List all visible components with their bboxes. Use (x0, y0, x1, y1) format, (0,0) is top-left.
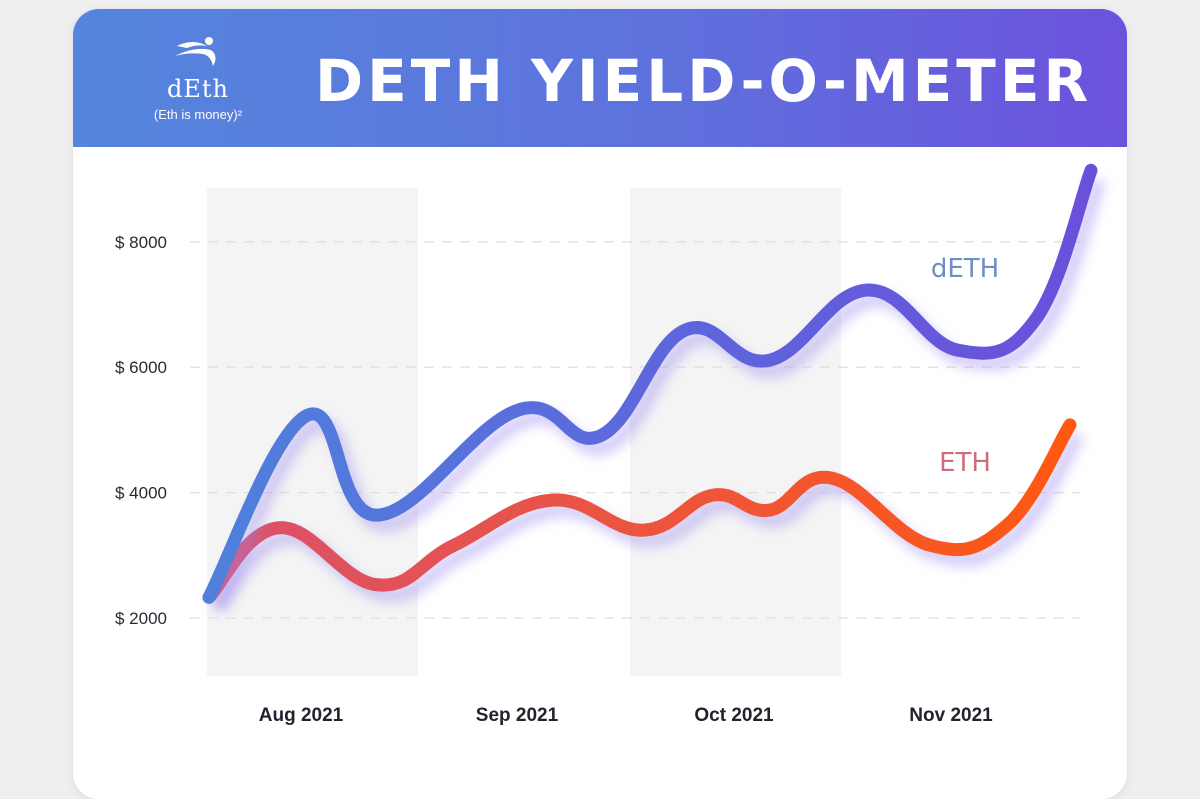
y-tick-label: $ 2000 (115, 609, 167, 628)
line-chart: $ 8000 $ 6000 $ 4000 $ 2000 Aug 2021 Sep 2021… (0, 0, 1200, 777)
series-label-eth: ETH (939, 448, 991, 478)
x-tick-label: Aug 2021 (259, 705, 344, 726)
y-tick-label: $ 4000 (115, 484, 167, 503)
x-tick-label: Nov 2021 (909, 705, 993, 726)
y-tick-label: $ 8000 (115, 233, 167, 252)
x-tick-label: Oct 2021 (694, 705, 774, 726)
y-tick-label: $ 6000 (115, 358, 167, 377)
series-label-deth: dETH (931, 254, 999, 284)
x-tick-label: Sep 2021 (476, 705, 559, 726)
month-band-oct (630, 188, 841, 676)
